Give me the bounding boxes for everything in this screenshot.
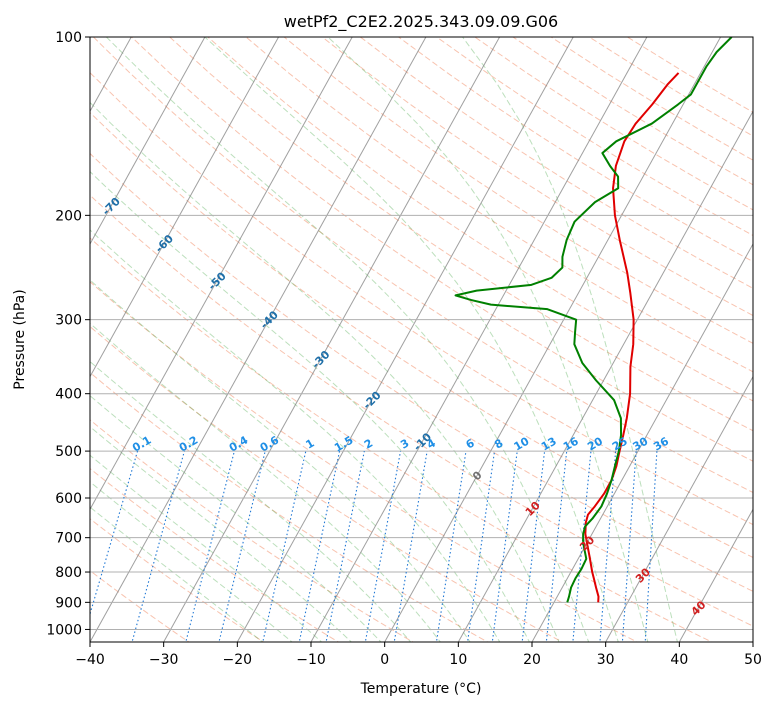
x-tick-label: 30 (597, 652, 615, 668)
dry-adiabat (93, 37, 753, 494)
mixing-ratio-line (621, 451, 637, 642)
y-tick-label: 500 (55, 444, 82, 460)
dewpoint-line (454, 37, 733, 603)
isotherms (90, 37, 753, 642)
dry-adiabat (131, 37, 753, 462)
mixing-ratio-line (644, 451, 658, 642)
y-tick-label: 600 (55, 491, 82, 507)
moist-adiabat (327, 37, 649, 642)
y-axis: 100 200 300 400 500 600 700 800 900 1000 (46, 30, 90, 638)
y-tick-label: 100 (55, 30, 82, 46)
moist-adiabat (204, 37, 619, 642)
y-tick-label: 300 (55, 313, 82, 329)
y-tick-label: 800 (55, 565, 82, 581)
x-tick-label: 20 (523, 652, 541, 668)
dry-adiabat (245, 37, 753, 373)
mixing-ratio-line (435, 451, 467, 642)
plot-frame (89, 36, 754, 643)
dry-adiabat (321, 37, 753, 317)
y-tick-label: 900 (55, 595, 82, 611)
isotherm-line (90, 37, 427, 642)
isotherm-line (310, 37, 648, 642)
x-tick-label: 40 (670, 652, 688, 668)
y-tick-label: 700 (55, 531, 82, 547)
mixing-ratio-line (572, 451, 592, 642)
y-tick-label: 200 (55, 208, 82, 224)
mixing-ratio-line (491, 451, 518, 642)
y-tick-label: 400 (55, 387, 82, 403)
mixing-ratio-line (393, 451, 428, 642)
isobar-gridlines (90, 37, 753, 630)
mixing-ratio-line (545, 451, 568, 642)
isotherm-line (678, 508, 753, 642)
mixing-ratio-line (521, 451, 546, 642)
isotherm-line (605, 375, 753, 642)
x-tick-label: −40 (75, 652, 105, 668)
x-tick-label: −20 (223, 652, 253, 668)
isotherm-line (90, 37, 280, 378)
isotherm-line (531, 242, 753, 642)
temperature-line (584, 72, 680, 603)
mixing-ratio-line (218, 450, 266, 642)
isotherm-line (90, 37, 206, 246)
x-tick-label: 0 (380, 652, 389, 668)
dry-adiabat (283, 37, 753, 344)
isotherm-line (457, 110, 753, 642)
moist-adiabat (462, 37, 678, 642)
x-tick-label: 50 (744, 652, 762, 668)
mixing-ratio-line (466, 451, 496, 642)
isotherm-line (90, 37, 353, 511)
isotherm-line (163, 37, 501, 642)
mixing-ratio-line (599, 451, 617, 642)
y-tick-label: 1000 (46, 622, 82, 638)
mixing-ratio-lines (90, 450, 658, 642)
dry-adiabat (207, 37, 753, 402)
isotherm-line (236, 37, 574, 642)
x-tick-label: 10 (449, 652, 467, 668)
dry-adiabat (169, 37, 753, 432)
mixing-ratio-line (364, 451, 402, 642)
dry-adiabat (360, 37, 753, 289)
x-tick-label: −10 (296, 652, 326, 668)
mixing-ratio-line (262, 450, 307, 642)
mixing-ratio-line (185, 450, 235, 642)
dry-adiabat (90, 152, 753, 592)
dry-adiabat (90, 467, 340, 642)
moist-adiabat (90, 279, 471, 642)
sounding-series (454, 37, 733, 603)
mixing-ratio-line (131, 450, 185, 642)
y-axis-title: Pressure (hPa) (12, 289, 28, 389)
mixing-ratio-line (298, 450, 341, 642)
dry-adiabat (90, 111, 753, 559)
x-tick-label: −30 (149, 652, 179, 668)
chart-title: wetPf2_C2E2.2025.343.09.09.G06 (284, 12, 558, 32)
mixing-ratio-line (90, 450, 139, 616)
dry-adiabat (90, 72, 753, 526)
x-axis-title: Temperature (°C) (360, 681, 482, 697)
dry-adiabat (90, 194, 753, 627)
isotherm-line (384, 37, 722, 642)
x-axis: −40 −30 −20 −10 0 10 20 30 40 50 (75, 642, 762, 668)
mixing-ratio-line (325, 450, 365, 642)
